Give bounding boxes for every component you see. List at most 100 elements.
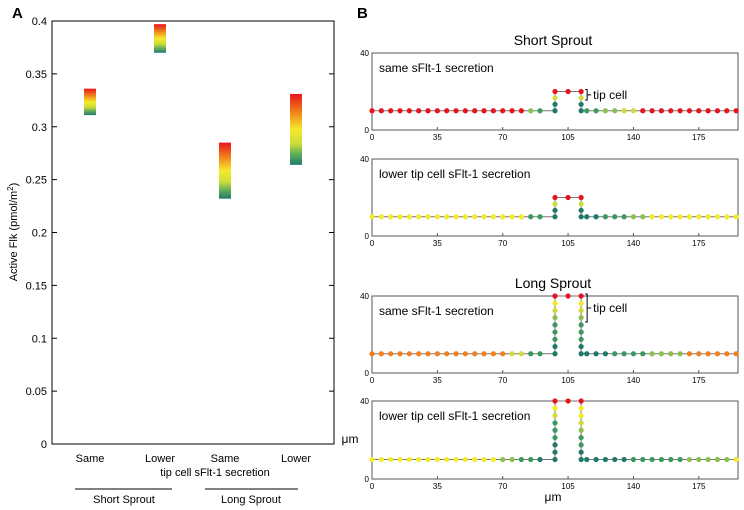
cell-dot bbox=[406, 108, 412, 114]
x-tick-label: 105 bbox=[561, 376, 575, 385]
cell-dot bbox=[621, 214, 627, 220]
cell-dot bbox=[621, 456, 627, 463]
cell-dot bbox=[578, 101, 584, 107]
cell-dot bbox=[500, 351, 506, 357]
sprout-line bbox=[554, 295, 582, 354]
cell-dot bbox=[552, 214, 558, 220]
cell-dot bbox=[630, 456, 637, 463]
cell-dot bbox=[578, 207, 584, 213]
cell-dot bbox=[425, 351, 431, 357]
cell-dot bbox=[584, 214, 590, 220]
cell-dot bbox=[453, 214, 459, 220]
cell-dot bbox=[444, 351, 450, 357]
cell-dot bbox=[518, 351, 524, 357]
cell-dot bbox=[668, 108, 674, 114]
cell-dot bbox=[714, 351, 721, 357]
cell-dot bbox=[668, 214, 674, 220]
panel-b-label: B bbox=[357, 5, 368, 22]
cell-dot bbox=[677, 351, 683, 357]
cell-dot bbox=[578, 307, 584, 314]
subplot-label: lower tip cell sFlt-1 secretion bbox=[379, 409, 530, 423]
cell-dot bbox=[406, 351, 412, 357]
panel-a-label: A bbox=[12, 5, 23, 22]
cell-dot bbox=[578, 442, 584, 448]
cell-dot bbox=[528, 214, 534, 220]
cell-dot bbox=[621, 351, 627, 357]
cell-dot bbox=[434, 214, 440, 220]
tip-cell-bracket bbox=[585, 293, 592, 323]
cell-dot bbox=[369, 214, 375, 220]
x-tick-label: 175 bbox=[692, 239, 706, 248]
cell-dot bbox=[552, 420, 558, 426]
cell-dot bbox=[552, 300, 558, 306]
cell-dot bbox=[500, 108, 506, 114]
cell-dot bbox=[578, 322, 584, 328]
cell-dot bbox=[397, 351, 403, 357]
cell-dot bbox=[472, 214, 478, 220]
cell-dot bbox=[602, 108, 609, 114]
y-tick-label: 0.2 bbox=[32, 228, 47, 240]
x-tick-label: 35 bbox=[433, 482, 442, 491]
cell-dot bbox=[378, 456, 384, 463]
tip-cell-dot bbox=[552, 88, 558, 95]
y-tick-label: 0.1 bbox=[32, 333, 47, 345]
cell-dot bbox=[696, 456, 702, 463]
y-tick-label: 40 bbox=[360, 49, 369, 58]
y-tick-label: 0.3 bbox=[32, 122, 47, 134]
cell-dot bbox=[724, 351, 730, 357]
cell-dot bbox=[578, 315, 584, 321]
x-tick-label: 35 bbox=[433, 376, 442, 385]
panel-b-subplots: 0 40 0 35 70 105 140 175 same sFlt-1 secretion ti… bbox=[360, 49, 739, 491]
x-tick-label: 175 bbox=[692, 482, 706, 491]
tip-cell-dot bbox=[578, 88, 584, 95]
cell-dot bbox=[462, 214, 468, 220]
cell-dot bbox=[658, 351, 665, 357]
tip-cell-dot bbox=[565, 194, 571, 201]
cell-dot bbox=[621, 108, 627, 114]
bar-2 bbox=[154, 24, 166, 53]
y-tick-label: 0 bbox=[365, 475, 370, 484]
cell-dot bbox=[453, 351, 459, 357]
cell-dot bbox=[500, 214, 506, 220]
tip-cell-dot bbox=[552, 398, 558, 404]
cell-dot bbox=[593, 108, 599, 114]
cell-dot bbox=[406, 456, 412, 463]
subplot-1: 0 40 0 35 70 105 140 175 same sFlt-1 secretion ti… bbox=[360, 49, 739, 142]
cell-dot bbox=[425, 456, 431, 463]
tip-cell-dot bbox=[552, 194, 558, 201]
cell-dot bbox=[481, 214, 487, 220]
x-tick-label: 35 bbox=[433, 133, 442, 142]
cell-dot bbox=[578, 108, 584, 114]
cell-dot bbox=[612, 108, 618, 114]
x-tick-label: 0 bbox=[370, 376, 375, 385]
cell-dot bbox=[602, 456, 609, 463]
cell-dot bbox=[578, 427, 584, 433]
cell-dot bbox=[733, 214, 739, 220]
cell-dot bbox=[630, 108, 637, 114]
cell-dot bbox=[453, 108, 459, 114]
xlabel-same-short: Same bbox=[76, 453, 105, 465]
tip-cell-dot bbox=[578, 194, 584, 201]
cell-dot bbox=[714, 108, 721, 114]
cell-dot bbox=[552, 434, 558, 441]
tip-cell-label: tip cell bbox=[593, 301, 627, 315]
cell-dot bbox=[490, 108, 496, 114]
cell-dot bbox=[686, 351, 693, 357]
x-tick-label: 140 bbox=[627, 482, 641, 491]
sprout-line bbox=[554, 197, 582, 217]
cell-dot bbox=[481, 351, 487, 357]
y-tick-label: 0.4 bbox=[32, 16, 47, 28]
cell-dot bbox=[578, 449, 584, 455]
cell-dot bbox=[578, 336, 584, 342]
cell-dot bbox=[630, 214, 637, 220]
cell-dot bbox=[518, 456, 524, 463]
cell-dot bbox=[425, 214, 431, 220]
cell-dot bbox=[552, 442, 558, 448]
cell-dot bbox=[444, 108, 450, 114]
cell-dot bbox=[602, 214, 609, 220]
cell-dot bbox=[668, 351, 674, 357]
cell-dot bbox=[724, 214, 730, 220]
subplot-label: lower tip cell sFlt-1 secretion bbox=[379, 167, 530, 181]
bar-4 bbox=[290, 93, 302, 165]
cell-dot bbox=[528, 351, 534, 357]
